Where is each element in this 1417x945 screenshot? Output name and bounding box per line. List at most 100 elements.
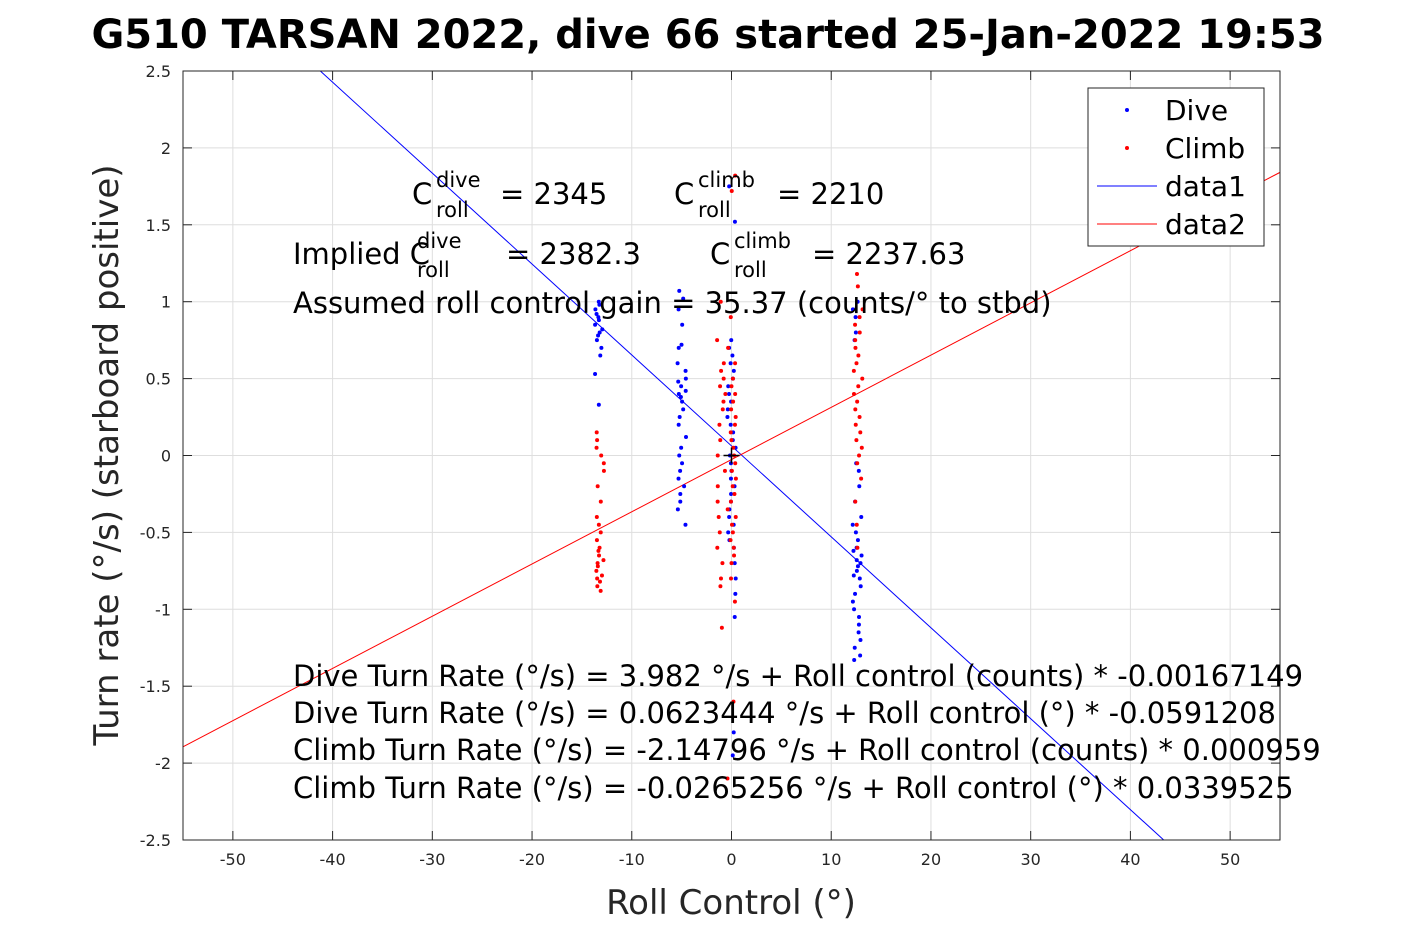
dive-point <box>856 622 861 627</box>
dive-point <box>730 753 735 758</box>
climb-point <box>601 468 606 473</box>
dive-equation-counts: Dive Turn Rate (°/s) = 3.982 °/s + Roll … <box>293 659 1303 693</box>
c-roll-climb-sup: climb <box>698 168 755 192</box>
x-tick-label: -10 <box>619 850 645 869</box>
climb-point <box>595 584 600 589</box>
climb-point <box>718 576 723 581</box>
climb-point <box>595 561 600 566</box>
y-tick-label: 2.5 <box>146 62 171 81</box>
climb-point <box>855 545 860 550</box>
climb-point <box>722 468 727 473</box>
x-axis-label: Roll Control (°) <box>606 883 856 923</box>
climb-point <box>855 284 860 289</box>
x-tick-label: -40 <box>320 850 346 869</box>
dive-point <box>858 638 863 643</box>
climb-point <box>718 584 723 589</box>
c-roll-dive-sub: roll <box>436 198 469 222</box>
dive-point <box>683 388 688 393</box>
dive-point <box>597 330 602 335</box>
dive-point <box>677 415 682 420</box>
climb-point <box>716 515 721 520</box>
dive-point <box>596 402 601 407</box>
climb-point <box>729 438 734 443</box>
climb-point <box>731 445 736 450</box>
climb-point <box>729 561 734 566</box>
dive-point <box>596 315 601 320</box>
dive-point <box>732 614 737 619</box>
climb-point <box>859 476 864 481</box>
dive-point <box>683 522 688 527</box>
climb-point <box>728 538 733 543</box>
y-tick-label: -1.5 <box>140 677 171 696</box>
climb-point <box>853 407 858 412</box>
implied-dive-sub: roll <box>417 258 450 282</box>
y-tick-label: -1 <box>155 600 171 619</box>
dive-point <box>850 307 855 312</box>
climb-point <box>718 299 723 304</box>
implied-dive-sup: dive <box>417 229 462 253</box>
roll-gain-annotation: Assumed roll control gain = 35.37 (count… <box>293 286 1052 320</box>
dive-point <box>857 484 862 489</box>
climb-point <box>856 353 861 358</box>
y-axis-ticks: -2.5 -2 -1.5 -1 -0.5 0 0.5 1 1.5 2 2.5 <box>140 62 1280 850</box>
y-tick-label: -0.5 <box>140 523 171 542</box>
dive-point <box>681 407 686 412</box>
climb-point <box>594 568 599 573</box>
dive-point <box>733 576 738 581</box>
climb-point <box>857 415 862 420</box>
dive-point <box>727 391 732 396</box>
dive-point <box>728 361 733 366</box>
dive-point <box>676 476 681 481</box>
dive-point <box>852 658 857 663</box>
dive-point <box>859 553 864 558</box>
climb-point <box>594 515 599 520</box>
climb-point <box>723 391 728 396</box>
dive-point <box>683 435 688 440</box>
climb-point <box>730 376 735 381</box>
dive-point <box>729 338 734 343</box>
climb-point <box>730 484 735 489</box>
climb-point <box>718 438 723 443</box>
climb-point <box>599 573 604 578</box>
dive-point <box>676 307 681 312</box>
y-tick-label: 2 <box>161 139 171 158</box>
dive-point <box>677 288 682 293</box>
y-tick-label: 1.5 <box>146 216 171 235</box>
dive-point <box>857 576 862 581</box>
chart-title: G510 TARSAN 2022, dive 66 started 25-Jan… <box>91 12 1324 58</box>
climb-point <box>851 391 856 396</box>
dive-point <box>679 445 684 450</box>
center-marker <box>723 447 740 464</box>
dive-point <box>683 376 688 381</box>
climb-point <box>733 476 738 481</box>
legend-dive-marker <box>1125 108 1129 112</box>
climb-point <box>853 499 858 504</box>
implied-climb-annotation: C climb roll = 2237.63 <box>710 229 965 282</box>
climb-point <box>731 699 736 704</box>
dive-point <box>855 564 860 569</box>
climb-point <box>729 468 734 473</box>
dive-point <box>850 522 855 527</box>
dive-point <box>594 312 599 317</box>
climb-point <box>595 438 600 443</box>
dive-point <box>596 299 601 304</box>
dive-point <box>855 538 860 543</box>
climb-point <box>853 322 858 327</box>
climb-point <box>720 407 725 412</box>
dive-point <box>679 342 684 347</box>
implied-dive-annotation: Implied C dive roll = 2382.3 <box>293 229 641 282</box>
dive-point <box>853 591 858 596</box>
climb-point <box>721 361 726 366</box>
c-roll-dive-symbol: C <box>412 177 432 211</box>
dive-point <box>858 584 863 589</box>
climb-point <box>853 345 858 350</box>
dive-point <box>596 333 601 338</box>
dive-point <box>726 384 731 389</box>
climb-point <box>728 499 733 504</box>
climb-point <box>715 453 720 458</box>
dive-point <box>859 515 864 520</box>
implied-dive-symbol: Implied C <box>293 237 430 271</box>
climb-point <box>721 376 726 381</box>
climb-point <box>717 422 722 427</box>
